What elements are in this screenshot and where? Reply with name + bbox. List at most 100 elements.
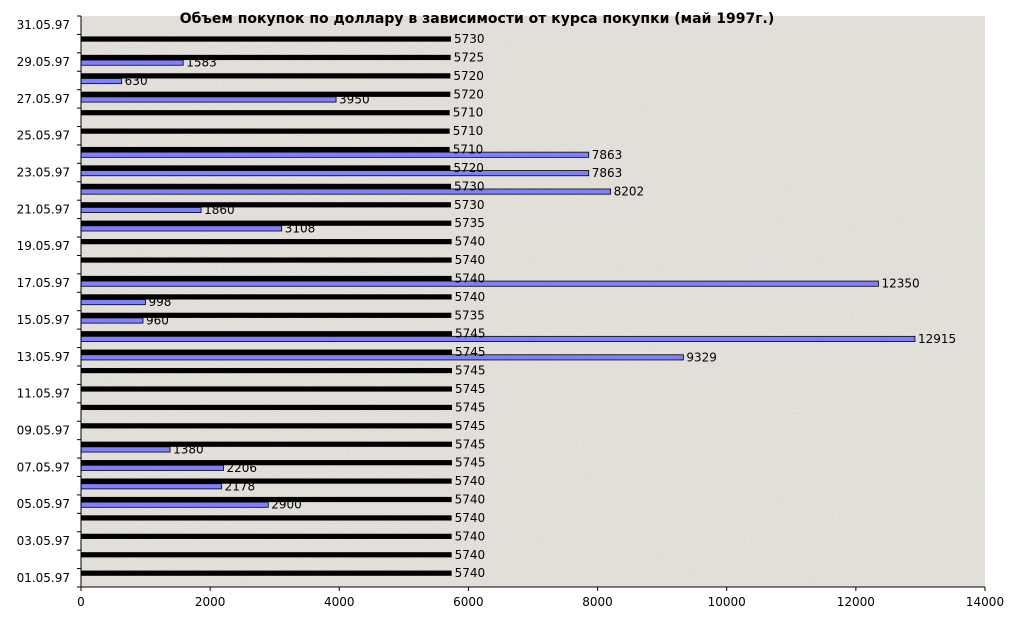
data-label-volume: 9329 <box>686 350 717 364</box>
data-label-volume: 2900 <box>271 498 302 512</box>
bar-rate <box>81 54 451 61</box>
data-label-rate: 5740 <box>455 290 486 304</box>
bar-rate <box>81 220 452 226</box>
data-label-rate: 5730 <box>454 198 485 212</box>
axes-layer: 01.05.97 03.05.97 05.05.97 07.05.97 09.05.97… <box>17 15 1004 609</box>
data-label-rate: 5745 <box>455 327 486 341</box>
data-label-rate: 5710 <box>453 124 484 138</box>
data-label-rate: 5730 <box>454 179 485 193</box>
data-label-rate: 5730 <box>454 32 485 46</box>
data-label-volume: 3950 <box>339 92 370 106</box>
bar-rate <box>81 146 450 153</box>
bar-volume <box>80 335 916 342</box>
bar-volume <box>80 206 202 213</box>
y-tick-label: 29.05.97 <box>17 55 70 69</box>
bar-rate <box>81 533 452 539</box>
bar-rate <box>81 367 452 374</box>
data-label-volume: 2178 <box>225 479 256 493</box>
data-label-rate: 5740 <box>455 566 486 580</box>
y-tick-label: 07.05.97 <box>17 460 70 474</box>
y-tick-label: 19.05.97 <box>17 239 70 253</box>
data-label-rate: 5745 <box>455 382 486 396</box>
data-label-volume: 998 <box>148 295 171 309</box>
y-tick-label: 13.05.97 <box>17 350 70 364</box>
bar-rate <box>81 515 452 521</box>
chart-title: Объем покупок по доллару в зависимости о… <box>180 11 775 27</box>
data-label-rate: 5740 <box>455 235 486 249</box>
bar-rate <box>81 91 451 97</box>
data-label-rate: 5745 <box>455 456 486 470</box>
data-label-rate: 5745 <box>455 419 486 433</box>
bar-rate <box>81 202 451 208</box>
data-label-rate: 5740 <box>455 493 486 507</box>
bar-rate <box>81 331 452 337</box>
data-label-rate: 5745 <box>455 345 486 359</box>
data-label-volume: 630 <box>125 74 148 88</box>
bar-rate <box>81 570 452 576</box>
bar-volume <box>80 501 269 508</box>
bar-rate <box>81 441 452 447</box>
data-label-rate: 5740 <box>455 271 486 285</box>
data-label-rate: 5720 <box>453 161 484 175</box>
data-label-rate: 5745 <box>455 400 486 414</box>
bar-rate <box>81 183 451 189</box>
bar-rate <box>81 423 452 429</box>
bar-volume <box>80 299 146 306</box>
data-label-rate: 5725 <box>454 50 485 64</box>
data-label-rate: 5735 <box>454 308 485 322</box>
bar-volume <box>80 78 123 85</box>
bar-rate <box>81 36 451 42</box>
data-label-rate: 5740 <box>455 548 486 562</box>
data-label-volume: 12915 <box>918 332 956 346</box>
y-tick-label: 17.05.97 <box>17 276 70 290</box>
bar-rate <box>81 404 452 411</box>
bar-rate <box>81 239 452 245</box>
data-label-volume: 2206 <box>226 461 257 475</box>
data-label-volume: 7863 <box>592 166 623 180</box>
y-tick-label: 03.05.97 <box>17 534 70 548</box>
x-tick-label: 4000 <box>324 595 355 609</box>
y-tick-label: 25.05.97 <box>17 129 70 143</box>
bar-volume <box>80 483 223 490</box>
data-label-rate: 5745 <box>455 437 486 451</box>
bars-layer <box>80 36 916 576</box>
bar-volume <box>80 59 184 66</box>
data-label-rate: 5740 <box>455 474 486 488</box>
bar-rate <box>81 349 452 355</box>
y-tick-label: 11.05.97 <box>17 387 70 401</box>
data-label-volume: 1380 <box>173 442 204 456</box>
x-tick-label: 10000 <box>708 595 746 609</box>
y-tick-label: 27.05.97 <box>17 92 70 106</box>
bar-volume <box>80 188 612 195</box>
data-label-rate: 5720 <box>453 69 484 83</box>
data-labels-layer: 5740 5740 5740 5740 5740 2900 5740 2178 5745 2206… <box>125 32 956 580</box>
bar-rate <box>81 275 452 282</box>
bar-volume <box>80 354 684 361</box>
data-label-rate: 5740 <box>455 511 486 525</box>
y-tick-label: 01.05.97 <box>17 571 70 585</box>
data-label-rate: 5745 <box>455 364 486 378</box>
bar-rate <box>81 257 452 263</box>
bar-rate <box>81 165 451 171</box>
bar-rate <box>81 552 452 558</box>
bar-rate <box>81 478 452 484</box>
data-label-rate: 5720 <box>453 87 484 101</box>
data-label-volume: 1860 <box>204 203 235 217</box>
data-label-volume: 7863 <box>592 148 623 162</box>
bar-volume <box>80 446 171 453</box>
y-tick-label: 31.05.97 <box>17 18 70 32</box>
x-tick-label: 8000 <box>582 595 613 609</box>
bar-rate <box>81 386 452 392</box>
x-tick-label: 2000 <box>195 595 226 609</box>
data-label-volume: 12350 <box>881 277 919 291</box>
bar-volume <box>80 170 590 177</box>
y-tick-label: 09.05.97 <box>17 423 70 437</box>
data-label-rate: 5735 <box>454 216 485 230</box>
bar-volume <box>80 225 283 232</box>
y-tick-label: 15.05.97 <box>17 313 70 327</box>
bar-volume <box>80 464 224 471</box>
x-tick-label: 12000 <box>837 595 875 609</box>
bar-volume <box>80 96 337 103</box>
